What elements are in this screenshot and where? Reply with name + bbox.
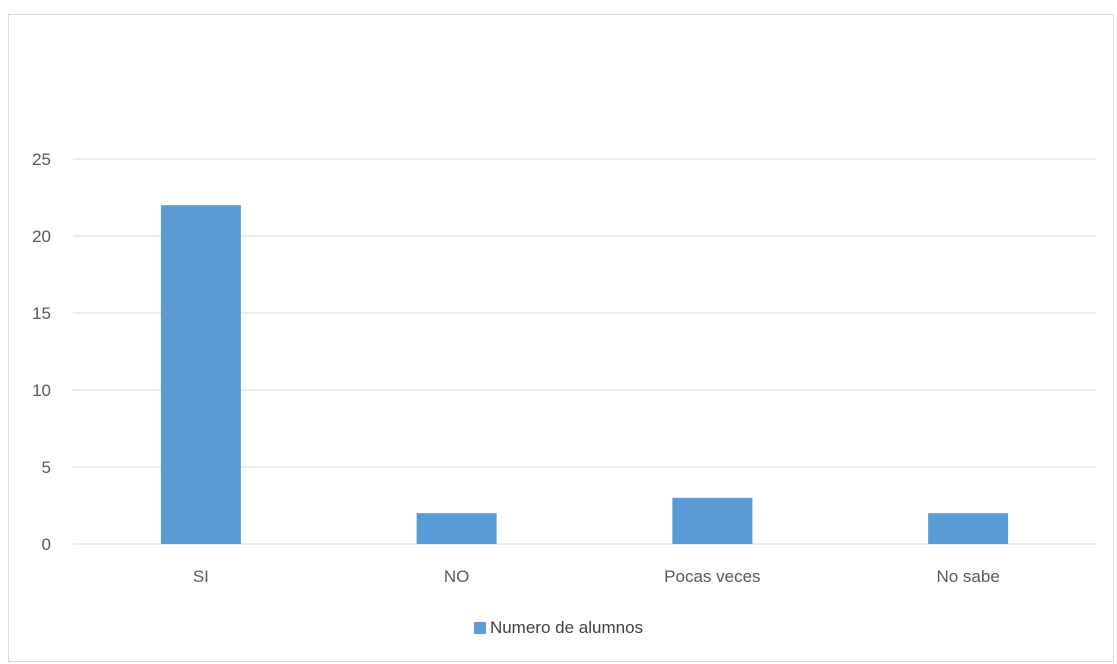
gridlines — [73, 158, 1096, 545]
bar-no-sabe — [928, 513, 1009, 544]
legend: Numero de alumnos — [0, 618, 1117, 638]
x-tick-label: Pocas veces — [664, 567, 760, 586]
legend-label: Numero de alumnos — [489, 618, 644, 637]
bars — [160, 205, 1009, 544]
x-axis-ticks: SI NO Pocas veces No sabe — [193, 567, 1000, 586]
y-tick-label: 5 — [42, 458, 51, 477]
y-tick-label: 20 — [32, 227, 51, 246]
legend-swatch — [473, 622, 486, 634]
bar-no — [416, 513, 497, 544]
y-tick-label: 10 — [32, 381, 51, 400]
y-tick-label: 0 — [42, 535, 51, 554]
x-tick-label: No sabe — [936, 567, 999, 586]
y-axis-ticks: 0 5 10 15 20 25 — [32, 150, 51, 554]
bar-pocas-veces — [672, 497, 753, 544]
bar-si — [160, 205, 241, 544]
y-tick-label: 25 — [32, 150, 51, 169]
x-tick-label: SI — [193, 567, 209, 586]
y-tick-label: 15 — [32, 304, 51, 323]
x-tick-label: NO — [444, 567, 470, 586]
